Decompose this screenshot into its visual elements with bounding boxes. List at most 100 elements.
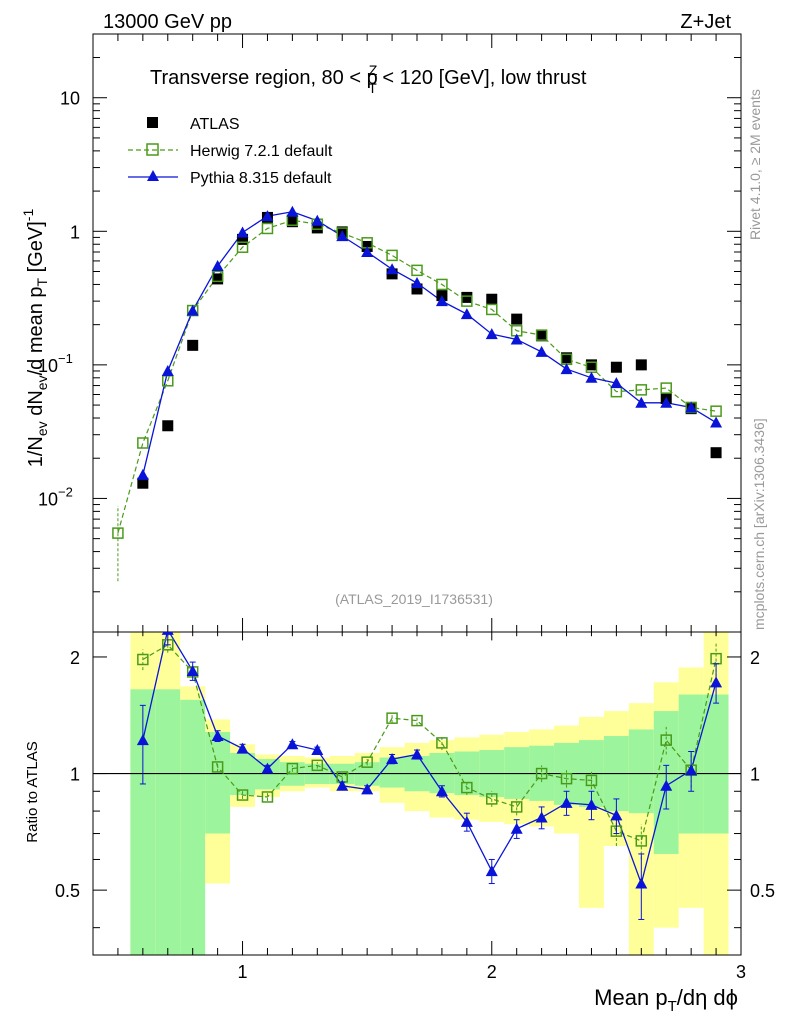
herwig-ratio-point — [560, 772, 573, 785]
pythia-point — [660, 396, 673, 408]
band-inner — [703, 694, 729, 834]
y-tick-label-ratio-right: 0.5 — [750, 881, 775, 901]
pythia-ratio-point — [136, 734, 149, 746]
herwig-ratio-point — [436, 737, 448, 749]
pythia-point — [361, 245, 374, 257]
pythia-ratio-point — [535, 811, 548, 823]
atlas-point — [486, 293, 498, 305]
legend: ATLAS Herwig 7.2.1 default Pythia 8.315 … — [128, 116, 333, 187]
herwig-ratio-point — [585, 774, 598, 787]
pythia-ratio-point — [361, 783, 374, 795]
pythia-point — [535, 345, 548, 357]
herwig-point — [635, 384, 648, 396]
legend-herwig-marker — [146, 143, 159, 156]
herwig-point — [211, 270, 224, 283]
pythia-ratio-point — [460, 815, 473, 827]
atlas-point — [585, 359, 597, 371]
herwig-point — [411, 264, 423, 277]
ratio-uncertainty-bands — [93, 632, 741, 955]
source-label: mcplots.cern.ch [arXiv:1306.3436] — [751, 418, 767, 630]
herwig-ratio-point — [660, 734, 672, 746]
herwig-ratio-point — [510, 801, 523, 813]
pythia-ratio-point — [635, 877, 648, 889]
herwig-point — [137, 437, 149, 449]
herwig-ratio-point — [211, 761, 224, 773]
main-y-axis-label: 1/Nev dNev/d mean pT [GeV]-1 — [20, 209, 50, 468]
herwig-ratio-point — [635, 835, 648, 847]
herwig-point — [660, 382, 672, 394]
pythia-point — [136, 468, 149, 480]
rivet-version-label: Rivet 4.1.0, ≥ 2M events — [747, 89, 763, 240]
x-axis-label: Mean pT/dη dϕ — [594, 985, 738, 1015]
pythia-point — [610, 377, 623, 389]
analysis-id: (ATLAS_2019_I1736531) — [335, 591, 493, 607]
pythia-ratio-point — [585, 798, 598, 810]
herwig-point — [236, 241, 249, 253]
legend-pythia-marker — [147, 170, 159, 181]
pythia-point — [311, 214, 324, 226]
legend-atlas-marker — [147, 117, 158, 128]
herwig-ratio-point — [411, 714, 423, 727]
herwig-ratio-point — [461, 781, 473, 794]
band-inner — [628, 729, 654, 814]
pythia-ratio-point — [186, 664, 199, 676]
y-tick-label-main: 10−2 — [38, 484, 73, 509]
herwig-ratio-point — [137, 653, 149, 666]
pythia-ratio-point — [485, 865, 498, 877]
band-inner — [180, 699, 206, 955]
atlas-point — [137, 477, 149, 489]
y-tick-label-ratio: 0.5 — [55, 881, 80, 901]
main-series — [112, 205, 723, 678]
pythia-ratio-point — [311, 744, 324, 756]
y-tick-label-main: 1 — [70, 222, 80, 242]
pythia-point — [510, 333, 523, 345]
pythia-point — [710, 416, 723, 428]
ratio-y-axis-label: Ratio to ATLAS — [24, 741, 41, 842]
pythia-ratio-point — [685, 764, 698, 776]
y-tick-label-ratio: 1 — [70, 765, 80, 785]
atlas-point — [461, 291, 473, 303]
atlas-point — [311, 222, 323, 234]
x-tick-label: 3 — [736, 962, 746, 982]
x-tick-label: 1 — [238, 962, 248, 982]
herwig-ratio-point — [386, 712, 398, 724]
atlas-point — [237, 233, 249, 245]
pythia-ratio-point — [211, 730, 224, 742]
pythia-ratio-point — [510, 822, 523, 834]
pythia-ratio-point — [261, 762, 274, 774]
herwig-point — [386, 249, 398, 262]
pythia-point — [286, 205, 299, 217]
pythia-ratio-point — [411, 748, 423, 760]
band-inner — [155, 689, 181, 955]
pythia-point — [560, 363, 573, 375]
atlas-point — [112, 667, 123, 678]
pythia-ratio-point — [336, 779, 349, 791]
herwig-ratio-point — [361, 756, 373, 768]
y-tick-label-main: 10−1 — [38, 351, 73, 376]
atlas-point — [536, 330, 548, 342]
y-tick-label-ratio: 2 — [70, 648, 80, 668]
pythia-point — [386, 263, 399, 275]
herwig-line — [117, 219, 717, 534]
pythia-point — [635, 396, 648, 408]
process-label: Z+Jet — [680, 11, 731, 33]
pythia-point — [186, 304, 199, 316]
atlas-point — [710, 447, 722, 459]
band-inner — [205, 732, 231, 834]
pythia-point — [485, 328, 498, 340]
pythia-line — [142, 211, 717, 476]
pythia-point — [161, 364, 174, 376]
herwig-point — [112, 527, 124, 539]
pythia-ratio-point — [236, 742, 249, 754]
pythia-point — [336, 230, 349, 242]
atlas-point — [212, 273, 224, 285]
herwig-ratio-point — [261, 791, 274, 803]
herwig-point — [535, 329, 548, 341]
atlas-point — [162, 420, 174, 432]
atlas-point — [411, 283, 423, 295]
pythia-ratio-point — [161, 632, 174, 635]
herwig-point — [436, 278, 448, 291]
pythia-point — [411, 277, 423, 289]
herwig-ratio-point — [236, 789, 249, 801]
